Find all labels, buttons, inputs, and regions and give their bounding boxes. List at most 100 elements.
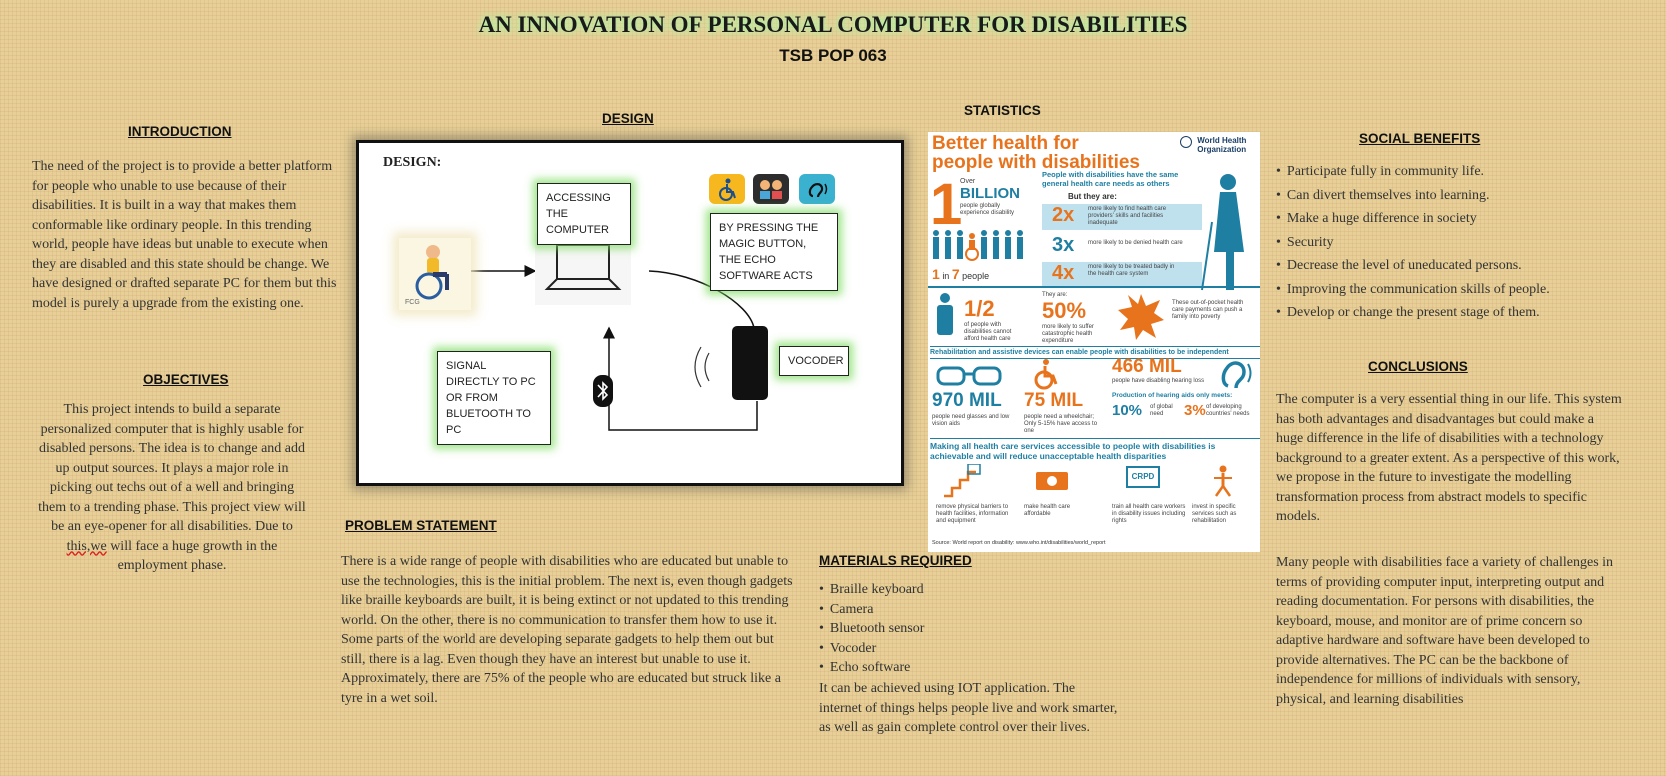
social-benefit-item: Can divert themselves into learning. [1276, 184, 1636, 208]
hearing-aids-meet: Production of hearing aids only meets: [1112, 392, 1233, 399]
who-name-line: Organization [1197, 145, 1247, 154]
rehab-line: Rehabilitation and assistive devices can… [930, 346, 1260, 359]
introduction-heading: INTRODUCTION [128, 124, 232, 139]
materials-heading: MATERIALS REQUIRED [819, 553, 972, 568]
they-are-label: They are: [1042, 292, 1068, 298]
who-logo: World Health Organization [1180, 136, 1258, 154]
accessing-computer-box: ACCESSING THE COMPUTER [537, 183, 631, 245]
objectives-text: This project intends to build a separate… [36, 400, 308, 576]
glasses-text: people need glasses and low vision aids [932, 414, 1010, 427]
laptop-image [535, 233, 631, 305]
statistics-infographic: Better health for people with disabiliti… [928, 132, 1260, 552]
social-benefit-item: Develop or change the present stage of t… [1276, 301, 1636, 325]
conclusions-text-2: Many people with disabilities face a var… [1276, 555, 1614, 707]
objectives-text-part: will face a huge growth in the employmen… [106, 538, 278, 574]
action-invest: invest in specific services such as reha… [1192, 504, 1237, 524]
sign-language-icon [753, 174, 789, 204]
social-benefits-list: Participate fully in community life. Can… [1276, 160, 1636, 325]
design-heading: DESIGN [602, 111, 654, 126]
wheelchair-user-icon: FCG [405, 245, 449, 306]
signal-wave-icon [704, 352, 710, 382]
objectives-text-part: This project intends to build a separate… [38, 402, 306, 534]
introduction-text: The need of the project is to provide a … [32, 159, 337, 311]
one-in-seven-num: 1 [932, 266, 940, 282]
ten-percent-value: 10% [1112, 402, 1143, 419]
fifty-value: 50% [1042, 298, 1087, 323]
pockets-text: These out-of-pocket health care payments… [1172, 300, 1244, 320]
over-label: Over [960, 178, 976, 185]
action-affordable: make health care affordable [1024, 504, 1071, 517]
misspelled-word: this,we [66, 538, 107, 554]
woman-with-cane-icon [1201, 174, 1244, 291]
stat-4x-text: more likely to be treated badly in the h… [1088, 264, 1175, 277]
three-percent-text: of developing countries' needs [1206, 404, 1250, 417]
materials-item: Camera [819, 600, 1049, 620]
diagram-label: DESIGN: [383, 155, 442, 170]
objectives-heading: OBJECTIVES [143, 372, 229, 387]
stat-4x-band [1042, 262, 1202, 288]
social-benefit-item: Security [1276, 231, 1636, 255]
half-value: 1/2 [964, 296, 995, 321]
who-globe-icon [1180, 136, 1192, 148]
wheelchair-user-image: FCG [399, 238, 471, 310]
materials-item: Echo software [819, 658, 1049, 678]
stat-4x-value: 4x [1052, 262, 1075, 284]
stat-3x-text: more likely to be denied health care [1088, 240, 1183, 246]
action-barriers: remove physical barriers to health facil… [936, 504, 1009, 524]
materials-item: Braille keyboard [819, 580, 1049, 600]
hearing-text: people have disabling hearing loss [1112, 378, 1205, 384]
vocoder-box: VOCODER [779, 346, 849, 376]
glasses-icon [936, 366, 1002, 386]
glasses-value: 970 MIL [932, 390, 1002, 411]
but-they-are-label: But they are: [1068, 192, 1117, 201]
stairs-icon [944, 464, 981, 498]
poster-title: AN INNOVATION OF PERSONAL COMPUTER FOR D… [478, 12, 1188, 37]
one-in-seven: 1 in 7 people [932, 266, 989, 282]
poverty-burst-icon [1118, 294, 1164, 340]
problem-heading: PROBLEM STATEMENT [345, 518, 497, 533]
divider [928, 286, 1260, 288]
money-icon [1036, 472, 1068, 490]
conclusions-text-1: The computer is a very essential thing i… [1276, 392, 1622, 524]
rehabilitation-icon [1214, 465, 1232, 497]
social-benefit-item: Decrease the level of uneducated persons… [1276, 254, 1636, 278]
stat-3x-value: 3x [1052, 234, 1075, 256]
materials-list: Braille keyboard Camera Bluetooth sensor… [819, 580, 1049, 678]
making-accessible-line: Making all health care services accessib… [930, 438, 1260, 461]
conclusions-heading: CONCLUSIONS [1368, 359, 1468, 374]
accessibility-wheelchair-icon [709, 174, 745, 204]
wheelchair-text: people need a wheelchair; Only 5-15% hav… [1024, 414, 1098, 434]
design-diagram: DESIGN: FCG [356, 140, 904, 486]
three-percent-value: 3% [1184, 402, 1206, 419]
action-train: train all health care workers in disabil… [1112, 504, 1186, 524]
social-benefit-item: Make a huge difference in society [1276, 207, 1636, 231]
billion-text: people globally experience disability [960, 203, 1015, 216]
ten-percent-text: of global need [1150, 404, 1173, 417]
who-name-line: World Health [1197, 136, 1247, 145]
social-benefit-item: Improving the communication skills of pe… [1276, 278, 1636, 302]
one-in-seven-suffix: people [962, 271, 990, 281]
wheelchair-value: 75 MIL [1024, 390, 1084, 411]
half-text: of people with disabilities cannot affor… [964, 322, 1012, 342]
hearing-value: 466 MIL [1112, 356, 1182, 377]
wheelchair-icon [1034, 359, 1058, 390]
materials-item: Vocoder [819, 639, 1049, 659]
stat-2x-value: 2x [1052, 204, 1075, 226]
signal-wave-icon [694, 346, 702, 388]
signal-bluetooth-box: SIGNAL DIRECTLY TO PC OR FROM BLUETOOTH … [437, 351, 551, 445]
source-line: Source: World report on disability: www.… [932, 540, 1106, 546]
social-benefits-heading: SOCIAL BENEFITS [1359, 131, 1481, 146]
hearing-icon [799, 174, 835, 204]
one-in-seven-denom: 7 [951, 266, 960, 282]
magic-button-box: BY PRESSING THE MAGIC BUTTON, THE ECHO S… [710, 213, 838, 291]
vocoder-device [732, 326, 768, 400]
infographic-title: Better health for people with disabiliti… [932, 133, 1140, 173]
same-needs-text: People with disabilities have the same g… [1042, 170, 1179, 188]
bluetooth-icon [593, 375, 613, 407]
materials-item: Bluetooth sensor [819, 619, 1049, 639]
hearing-aid-icon [1221, 361, 1252, 389]
stat-2x-band [1042, 204, 1202, 230]
one-in-seven-mid: in [942, 271, 950, 281]
stat-2x-text: more likely to find health care provider… [1088, 206, 1167, 226]
poster-code: TSB POP 063 [779, 46, 887, 65]
